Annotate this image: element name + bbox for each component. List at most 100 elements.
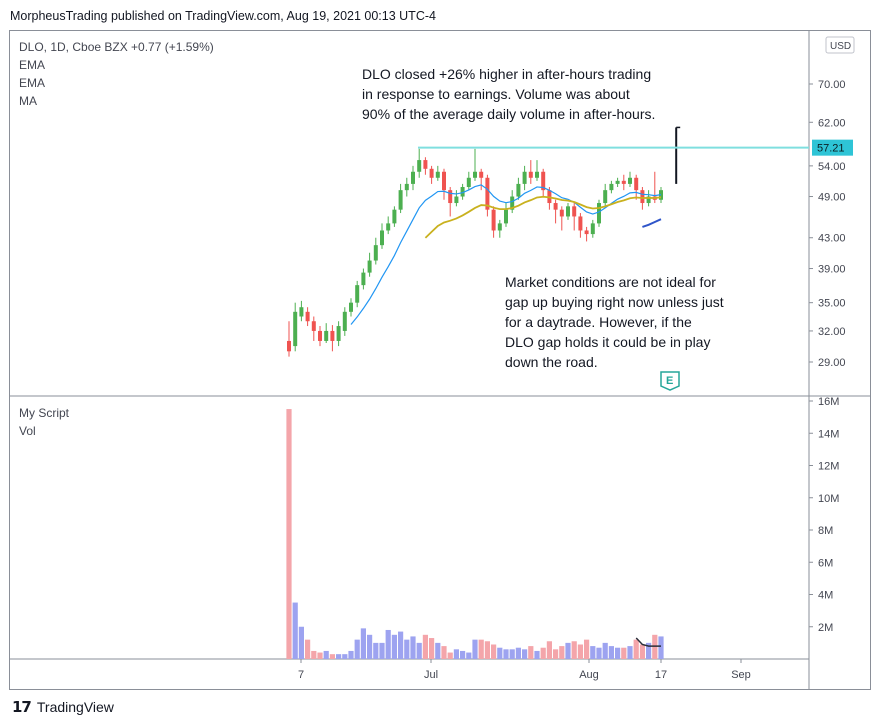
volume-bar	[391, 634, 397, 659]
volume-bar	[286, 409, 292, 659]
candle-body	[497, 223, 502, 231]
candle-body	[324, 330, 329, 341]
candle-body	[485, 177, 490, 210]
candle-body	[510, 196, 515, 210]
volume-bar	[596, 647, 602, 659]
candle-body	[566, 206, 570, 217]
volume-label[interactable]: Vol	[19, 424, 36, 438]
candle-body	[578, 216, 583, 231]
indicator-ma[interactable]: MA	[19, 94, 37, 108]
volume-bar	[472, 639, 478, 659]
candle-body	[417, 160, 422, 172]
volume-tick-label: 14M	[818, 428, 839, 440]
candle-body	[442, 171, 446, 191]
volume-bar	[348, 650, 354, 659]
volume-bar	[553, 649, 559, 659]
candle-body	[572, 206, 577, 217]
volume-bar	[298, 626, 304, 659]
candle-body	[559, 209, 564, 217]
candle-body	[454, 196, 459, 204]
candle-body	[584, 230, 589, 235]
volume-bar	[323, 650, 329, 659]
candle-body	[522, 171, 527, 184]
volume-bar	[497, 647, 503, 659]
candle-body	[411, 171, 415, 184]
candle-body	[355, 285, 360, 303]
volume-bar	[453, 649, 459, 659]
indicator-ema-2[interactable]: EMA	[19, 76, 46, 90]
candle-body	[361, 272, 366, 286]
candle-body	[603, 190, 608, 204]
candle-body	[634, 177, 639, 191]
time-tick-label: 17	[655, 669, 667, 681]
volume-bar	[534, 650, 540, 659]
candle-body	[479, 171, 484, 178]
volume-bar	[385, 629, 391, 659]
candle-body	[423, 160, 428, 169]
volume-bar	[571, 641, 577, 659]
candle-body	[342, 311, 347, 331]
indicator-ema-1[interactable]: EMA	[19, 58, 46, 72]
script-title[interactable]: My Script	[19, 406, 70, 420]
price-label-bg	[812, 139, 853, 156]
chart-frame[interactable]	[9, 30, 871, 690]
time-tick-label: 7	[298, 669, 304, 681]
candle-body	[349, 302, 353, 312]
earnings-marker-icon	[660, 371, 680, 391]
footer-brand[interactable]: TradingView	[36, 699, 114, 715]
candle-body	[293, 311, 298, 347]
currency-badge	[825, 36, 855, 54]
legend: DLO, 1D, Cboe BZX +0.77 (+1.59%) EMA EMA…	[19, 38, 214, 110]
volume-bar	[329, 654, 335, 659]
volume-bar	[652, 634, 658, 659]
candle-body	[553, 203, 558, 210]
volume-bar	[491, 644, 497, 659]
symbol-legend[interactable]: DLO, 1D, Cboe BZX +0.77 (+1.59%)	[19, 40, 214, 54]
candle-body	[305, 311, 310, 322]
volume-bar	[633, 639, 639, 659]
price-tick-label: 54.00	[818, 161, 846, 173]
price-label: 57.21	[817, 143, 845, 155]
price-tick-label: 35.00	[818, 298, 846, 310]
volume-legend: My Script Vol	[19, 404, 69, 440]
ma-line	[642, 218, 662, 228]
volume-bar	[515, 647, 521, 659]
candle-body	[373, 245, 378, 261]
candle-body	[336, 326, 341, 341]
price-tick-label: 29.00	[818, 357, 846, 369]
volume-bar	[484, 641, 490, 659]
volume-bar	[509, 649, 515, 659]
candle-body	[330, 330, 335, 341]
candle-body	[429, 168, 434, 178]
annotation-after-hours[interactable]: DLO closed +26% higher in after-hours tr…	[362, 66, 656, 122]
volume-bar	[435, 642, 441, 659]
candle-body	[299, 307, 304, 317]
volume-tick-label: 16M	[818, 396, 839, 408]
volume-bar	[584, 639, 590, 659]
volume-bar	[658, 636, 664, 659]
candle-body	[528, 171, 533, 178]
time-tick-label: Aug	[579, 669, 599, 681]
candle-body	[287, 340, 291, 352]
volume-bar	[528, 646, 534, 659]
price-tick-label: 70.00	[818, 79, 846, 91]
volume-bar	[404, 639, 410, 659]
volume-bar	[441, 646, 447, 659]
candle-body	[466, 177, 471, 188]
candle-body	[398, 190, 403, 210]
candle-body	[448, 190, 453, 204]
volume-bar	[416, 642, 422, 659]
candle-body	[491, 209, 496, 231]
volume-bar	[429, 638, 435, 659]
candle-body	[609, 183, 614, 191]
price-tick-label: 49.00	[818, 192, 846, 204]
volume-bar	[590, 646, 596, 659]
candle-body	[535, 171, 539, 178]
annotation-market-conditions[interactable]: Market conditions are not ideal for gap …	[505, 274, 724, 370]
volume-bar	[646, 642, 652, 659]
time-tick-label: Sep	[731, 669, 751, 681]
candle-body	[597, 203, 601, 224]
candle-body	[621, 180, 626, 184]
volume-bar	[292, 602, 298, 659]
